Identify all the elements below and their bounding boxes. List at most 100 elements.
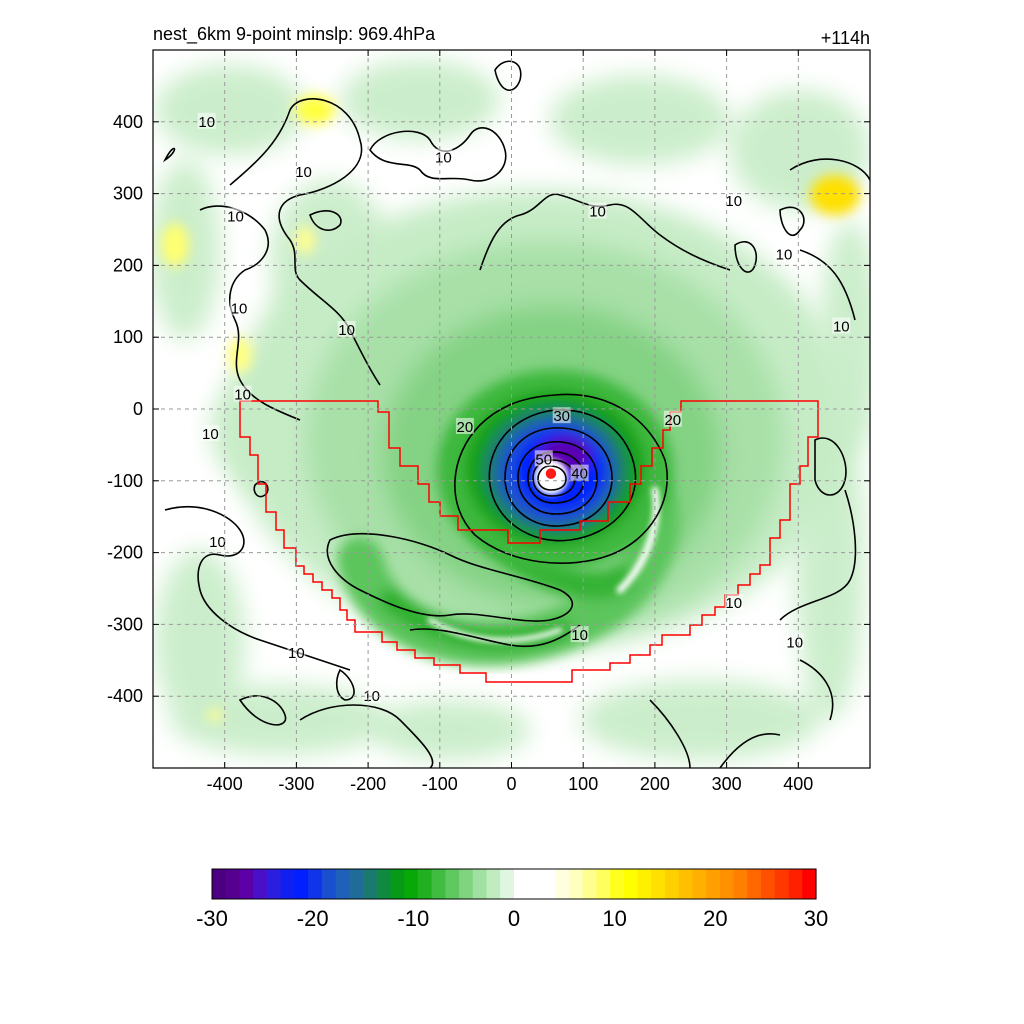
y-tick-label: 0 — [133, 399, 143, 419]
contour-line — [649, 699, 781, 768]
contour-label-bg — [663, 410, 682, 427]
colorbar-cell — [349, 869, 364, 899]
contour-label: 10 — [231, 300, 248, 317]
contour-label-bg — [552, 407, 571, 424]
contour-label-bg — [724, 191, 743, 208]
x-tick-label: 100 — [568, 774, 598, 794]
contour-line — [488, 409, 637, 542]
contour-label-bg — [774, 245, 793, 262]
contour-label: 50 — [535, 451, 552, 468]
contour-line — [369, 127, 507, 182]
contour-label: 10 — [198, 114, 215, 131]
colorbar-cell — [637, 869, 652, 899]
colorbar-cell — [280, 869, 295, 899]
colorbar-cell — [706, 869, 721, 899]
contour-line — [326, 533, 574, 622]
contour-label: 30 — [553, 408, 570, 425]
contour-label-bg — [226, 207, 245, 224]
analysis-region-outline — [239, 400, 819, 683]
contour-label-bg — [534, 450, 553, 467]
colorbar-cell — [390, 869, 405, 899]
contour-label-bg — [230, 299, 249, 316]
colorbar-cell — [225, 869, 241, 899]
contour-line — [537, 465, 567, 491]
colorbar-cell — [623, 869, 639, 899]
contour-label-bg — [197, 112, 216, 129]
contour-label-bg — [362, 687, 381, 704]
contour-line — [789, 158, 870, 321]
y-tick-label: 100 — [113, 327, 143, 347]
colorbar-tick-label: -30 — [196, 906, 228, 931]
contour-label: 10 — [435, 150, 452, 167]
contour-label: 10 — [833, 318, 850, 335]
contour-label-bg — [570, 626, 589, 643]
contour-label-bg — [785, 633, 804, 650]
colorbar-cell — [376, 869, 392, 899]
colorbar-cell — [733, 869, 748, 899]
contour-label-bg — [434, 148, 453, 165]
contour-line — [779, 206, 805, 237]
contour-label: 10 — [202, 426, 219, 443]
colorbar-cell — [294, 869, 309, 899]
colorbar-cell — [719, 869, 735, 899]
x-tick-label: 0 — [506, 774, 516, 794]
colorbar-cell — [363, 869, 378, 899]
contour-label: 20 — [457, 419, 474, 436]
colorbar-cell — [486, 869, 501, 899]
colorbar-cell — [651, 869, 666, 899]
colorbar-cell — [445, 869, 460, 899]
colorbar-cell — [788, 869, 803, 899]
x-tick-label: 400 — [783, 774, 813, 794]
colorbar-cell — [541, 869, 556, 899]
colorbar-cell — [761, 869, 776, 899]
colorbar-cell — [431, 869, 446, 899]
y-tick-label: -100 — [107, 471, 143, 491]
colorbar-cell — [692, 869, 707, 899]
contour-label: 10 — [234, 387, 251, 404]
x-tick-label: -100 — [422, 774, 458, 794]
y-tick-label: -400 — [107, 686, 143, 706]
contour-label-bg — [233, 385, 252, 402]
contour-line — [517, 441, 598, 515]
contour-label: 10 — [589, 204, 606, 221]
contour-line — [164, 506, 351, 671]
colorbar-tick-label: 30 — [804, 906, 828, 931]
contour-label: 10 — [227, 209, 244, 226]
contour-line — [494, 60, 522, 91]
contour-line — [229, 98, 381, 386]
white-streaks — [427, 486, 660, 643]
colorbar-cell — [417, 869, 433, 899]
contour-label: 10 — [786, 634, 803, 651]
colorbar-cell — [747, 869, 762, 899]
y-tick-label: 400 — [113, 112, 143, 132]
contour-line — [779, 489, 857, 721]
colorbar-cell — [555, 869, 570, 899]
contour-line — [454, 393, 668, 564]
colorbar-cell — [253, 869, 268, 899]
contour-label: 20 — [664, 412, 681, 429]
y-axis: 400 300 200 100 0 -100 -200 -300 -400 — [107, 112, 870, 706]
colorbar-cell — [212, 869, 227, 899]
contour-line — [335, 668, 355, 701]
contour-label-bg — [588, 202, 607, 219]
contour-label-bg — [208, 532, 227, 549]
storm-center-marker — [544, 466, 558, 481]
contour-line — [299, 704, 434, 768]
contour-label: 10 — [295, 164, 312, 181]
x-tick-label: -200 — [350, 774, 386, 794]
colorbar-cell — [472, 869, 488, 899]
colorbar-cell — [500, 869, 515, 899]
contour-label-bg — [724, 593, 743, 610]
colorbar-cell — [514, 869, 529, 899]
colorbar-cell — [335, 869, 350, 899]
contour-line — [162, 147, 176, 163]
colorbar-cell — [459, 869, 474, 899]
colorbar-cell — [308, 869, 323, 899]
contour-line — [409, 624, 581, 648]
colorbar-cell — [802, 869, 817, 899]
x-tick-label: 300 — [712, 774, 742, 794]
contour-line — [309, 210, 342, 231]
contour-label-bg — [832, 317, 851, 334]
